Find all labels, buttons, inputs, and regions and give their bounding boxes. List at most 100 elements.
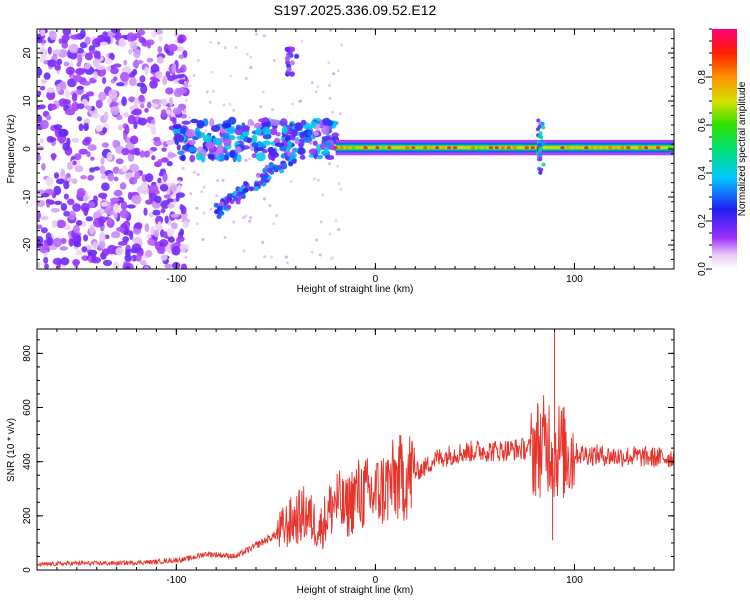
spectrogram-blob	[132, 60, 140, 68]
spectrogram-blob	[177, 150, 185, 155]
spectrogram-blob	[332, 72, 336, 76]
spectrogram-blob	[255, 127, 262, 136]
y-tick-label: 20	[22, 47, 33, 59]
spectrogram-blob	[81, 80, 91, 86]
spectrogram-blob	[132, 227, 142, 235]
spectrogram-blob	[321, 136, 332, 141]
spectrogram-blob	[46, 90, 56, 101]
spectrogram-blob	[154, 195, 162, 204]
spectrogram-blob	[270, 127, 278, 136]
spectrogram-blob	[113, 261, 120, 269]
spectrogram-blob	[309, 148, 318, 155]
spectrogram-blob	[92, 241, 99, 249]
spectrogram-heatmap	[37, 29, 674, 269]
spectrogram-blob	[179, 244, 187, 253]
spectrogram-blob	[81, 246, 88, 253]
spectrogram-blob	[578, 146, 583, 150]
spectrogram-blob	[216, 144, 224, 154]
spectrogram-blob	[667, 146, 673, 150]
spectrogram-blob	[330, 256, 334, 260]
spectrogram-blob	[275, 214, 279, 217]
spectrogram-blob	[127, 152, 135, 162]
spectrogram-blob	[255, 152, 266, 162]
spectrogram-blob	[482, 146, 488, 150]
spectrogram-blob	[110, 29, 121, 34]
spectrogram-blob	[98, 239, 106, 250]
spectrogram-blob	[171, 245, 181, 256]
spectrogram-blob	[310, 81, 314, 85]
spectrogram-blob	[132, 194, 142, 205]
spectrogram-blob	[63, 181, 70, 190]
spectrogram-blob	[176, 46, 184, 52]
spectrogram-blob	[164, 215, 169, 224]
spectrogram-blob	[145, 173, 154, 183]
spectrogram-blob	[102, 77, 107, 84]
spectrogram-blob	[123, 59, 128, 66]
spectrogram-blob	[195, 222, 199, 226]
x-tick-label: 0	[373, 274, 379, 285]
spectrogram-blob	[80, 202, 90, 213]
spectrogram-blob	[209, 207, 213, 211]
spectrogram-blob	[144, 265, 149, 269]
spectrogram-blob	[84, 105, 93, 110]
spectrogram-blob	[336, 69, 340, 73]
spectrogram-blob	[243, 181, 248, 186]
spectrogram-blob	[46, 87, 55, 93]
spectrogram-blob	[289, 155, 295, 160]
spectrogram-blob	[107, 244, 117, 255]
spectrogram-blob	[135, 253, 142, 262]
spectrogram-blob	[299, 99, 303, 103]
spectrogram-blob	[222, 133, 230, 139]
spectrogram-blob	[165, 140, 175, 145]
spectrogram-blob	[221, 122, 232, 129]
spectrogram-blob	[234, 46, 238, 50]
spectrogram-blob	[272, 222, 276, 226]
spectrogram-blob	[506, 146, 511, 150]
spectrogram-blob	[538, 131, 543, 136]
spectrogram-blob	[488, 146, 494, 150]
spectrogram-blob	[107, 217, 113, 225]
spectrogram-blob	[39, 46, 45, 52]
spectrogram-blob	[458, 146, 464, 150]
spectrogram-blob	[222, 103, 226, 107]
spectrogram-blob	[285, 60, 291, 66]
chart-title: S197.2025.336.09.52.E12	[274, 2, 437, 18]
spectrogram-blob	[172, 107, 182, 115]
spectrogram-blob	[126, 32, 136, 42]
spectrogram-blob	[291, 129, 298, 138]
spectrogram-blob	[554, 146, 559, 150]
spectrogram-blob	[75, 249, 82, 256]
spectrogram-blob	[113, 176, 119, 182]
spectrogram-blob	[228, 102, 232, 106]
spectrogram-blob	[91, 256, 101, 264]
spectrogram-blob	[124, 254, 132, 262]
spectrogram-blob	[151, 155, 156, 161]
spectrogram-blob	[326, 119, 334, 127]
spectrogram-blob	[255, 32, 259, 36]
spectrogram-blob	[470, 146, 476, 150]
spectrogram-blob	[196, 172, 200, 176]
spectrogram-blob	[196, 146, 204, 153]
spectrogram-blob	[158, 35, 164, 42]
spectrogram-blob	[537, 148, 542, 153]
spectrogram-blob	[74, 153, 82, 161]
spectrogram-blob	[176, 144, 181, 151]
spectrogram-blob	[200, 190, 204, 194]
spectrogram-blob	[357, 146, 362, 150]
spectrogram-blob	[99, 165, 106, 175]
spectrogram-blob	[331, 132, 340, 137]
spectrogram-blob	[113, 76, 118, 81]
spectrogram-blob	[246, 137, 252, 144]
spectrogram-blob	[248, 219, 252, 223]
spectrogram-blob	[110, 67, 119, 75]
spectrogram-blob	[268, 163, 274, 169]
spectrogram-blob	[143, 207, 148, 216]
spectrogram-blob	[156, 56, 164, 64]
spectrogram-blob	[56, 219, 66, 229]
spectrogram-blob	[266, 168, 272, 173]
spectrogram-blob	[247, 118, 253, 126]
spectrogram-blob	[288, 161, 294, 167]
spectrogram-blob	[37, 105, 43, 110]
